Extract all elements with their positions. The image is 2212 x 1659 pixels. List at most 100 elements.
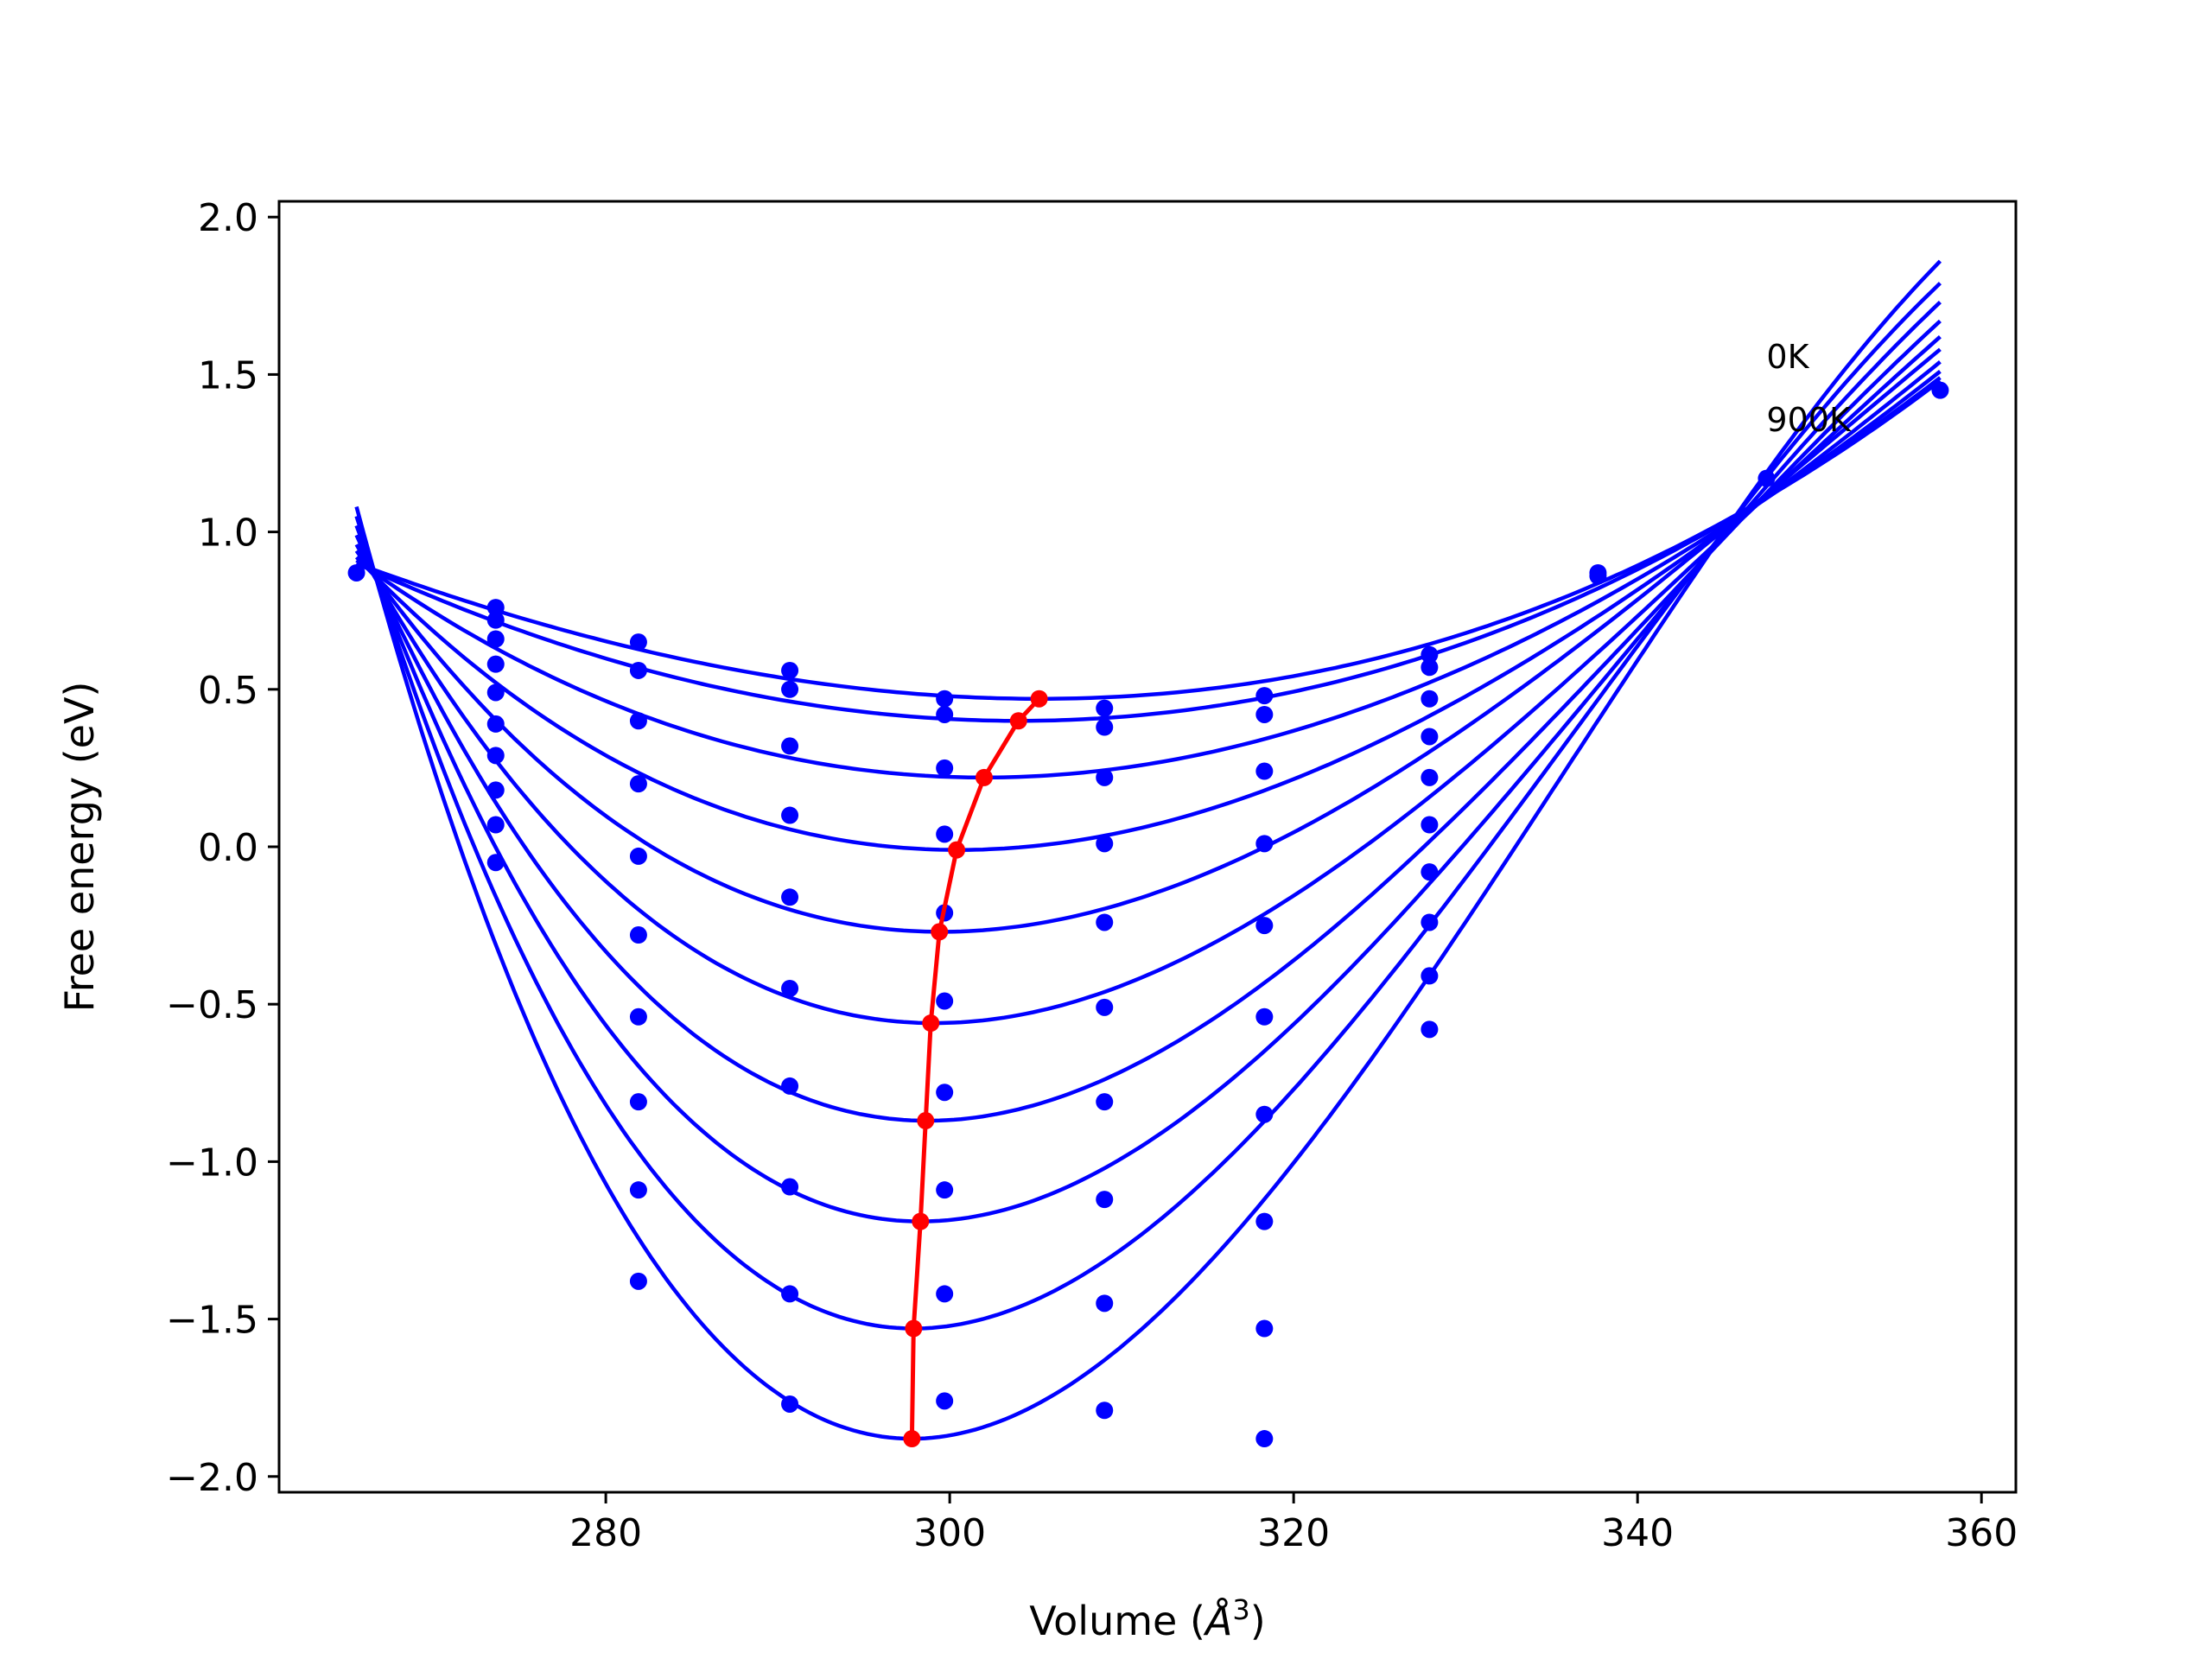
- min-path-point: [975, 768, 993, 786]
- data-point: [936, 1392, 954, 1410]
- data-point: [936, 1181, 954, 1199]
- data-point: [1421, 863, 1439, 881]
- data-point: [1255, 762, 1274, 780]
- min-path-point: [903, 1430, 921, 1448]
- x-tick-label: 280: [569, 1511, 642, 1555]
- data-point: [1096, 768, 1114, 786]
- min-path-point: [931, 923, 949, 941]
- data-point: [936, 705, 954, 723]
- data-point: [781, 1077, 799, 1095]
- data-point: [486, 599, 505, 617]
- y-axis-label: Free energy (eV): [56, 682, 103, 1013]
- fit-curve: [355, 376, 1942, 723]
- data-point: [629, 1272, 647, 1290]
- data-point: [1255, 1105, 1274, 1123]
- data-point: [1421, 967, 1439, 985]
- data-point: [629, 1007, 647, 1026]
- data-point: [781, 1285, 799, 1303]
- y-tick-label: 1.0: [198, 512, 258, 556]
- data-point: [486, 715, 505, 733]
- y-tick-label: −1.5: [166, 1299, 258, 1343]
- data-point: [781, 806, 799, 824]
- data-point: [936, 759, 954, 777]
- x-tick-label: 360: [1945, 1511, 2018, 1555]
- min-path-point: [917, 1112, 935, 1130]
- data-point: [1255, 687, 1274, 705]
- data-point: [1096, 1294, 1114, 1313]
- min-path-point: [905, 1319, 923, 1338]
- data-point: [1096, 835, 1114, 853]
- data-point: [629, 661, 647, 679]
- data-point: [1096, 913, 1114, 931]
- x-axis-label: Volume (Å3): [1029, 1593, 1265, 1644]
- x-tick-label: 340: [1601, 1511, 1674, 1555]
- data-point: [781, 661, 799, 679]
- fit-curve: [354, 319, 1942, 1123]
- data-point: [1096, 699, 1114, 717]
- data-point: [781, 680, 799, 698]
- data-point: [1421, 690, 1439, 708]
- data-point: [1421, 816, 1439, 834]
- data-point: [486, 655, 505, 673]
- data-point: [629, 926, 647, 944]
- min-path-point: [1030, 690, 1048, 708]
- temperature-annotation: 0K: [1766, 338, 1809, 376]
- x-axis-ticks: 280 300 320 340 360: [569, 1492, 2018, 1555]
- data-point: [1255, 917, 1274, 935]
- fit-curve: [355, 370, 1942, 780]
- x-tick-label: 320: [1257, 1511, 1330, 1555]
- data-point: [1255, 835, 1274, 853]
- x-tick-label: 300: [913, 1511, 986, 1555]
- fit-curve: [354, 360, 1942, 852]
- min-path-point: [1009, 712, 1027, 730]
- data-point: [486, 816, 505, 834]
- data-point: [1421, 768, 1439, 786]
- data-point: [486, 854, 505, 872]
- data-point: [1255, 1430, 1274, 1448]
- min-path-point: [922, 1014, 940, 1033]
- data-point: [936, 690, 954, 708]
- data-point: [1255, 1007, 1274, 1026]
- y-tick-label: 0.0: [198, 826, 258, 870]
- data-point: [486, 747, 505, 765]
- data-point: [781, 737, 799, 755]
- fit-curve: [355, 378, 1942, 701]
- data-point: [629, 712, 647, 730]
- data-point: [781, 888, 799, 906]
- data-point: [629, 1181, 647, 1199]
- data-points: [347, 381, 1949, 1448]
- data-point: [1255, 1212, 1274, 1230]
- data-point: [936, 1084, 954, 1102]
- temperature-annotation: 900K: [1766, 401, 1852, 439]
- data-point: [1255, 705, 1274, 723]
- y-tick-label: 1.5: [198, 353, 258, 397]
- y-tick-label: −2.0: [166, 1456, 258, 1500]
- data-point: [486, 683, 505, 702]
- data-point: [629, 1093, 647, 1111]
- data-point: [629, 775, 647, 793]
- min-path-point: [948, 841, 966, 859]
- data-point: [1096, 718, 1114, 736]
- data-point: [486, 611, 505, 629]
- y-tick-label: −0.5: [166, 983, 258, 1027]
- data-point: [1421, 913, 1439, 931]
- data-point: [1255, 1319, 1274, 1338]
- data-point: [1421, 728, 1439, 746]
- data-point: [1589, 567, 1607, 585]
- data-point: [486, 781, 505, 799]
- fit-curve: [354, 300, 1942, 1224]
- data-point: [1096, 1191, 1114, 1209]
- data-point: [1421, 1020, 1439, 1039]
- data-point: [936, 825, 954, 843]
- y-axis-ticks: 2.0 1.5 1.0 0.5 0.0 −0.5 −1.0 −1.5 −2.0: [166, 196, 279, 1500]
- data-point: [1096, 998, 1114, 1016]
- data-point: [629, 847, 647, 865]
- y-tick-label: 0.5: [198, 669, 258, 713]
- fit-curves: [354, 259, 1942, 1441]
- annotations: 0K 900K: [1766, 338, 1852, 439]
- min-energy-path: [903, 690, 1048, 1448]
- data-point: [1421, 658, 1439, 677]
- data-point: [936, 992, 954, 1010]
